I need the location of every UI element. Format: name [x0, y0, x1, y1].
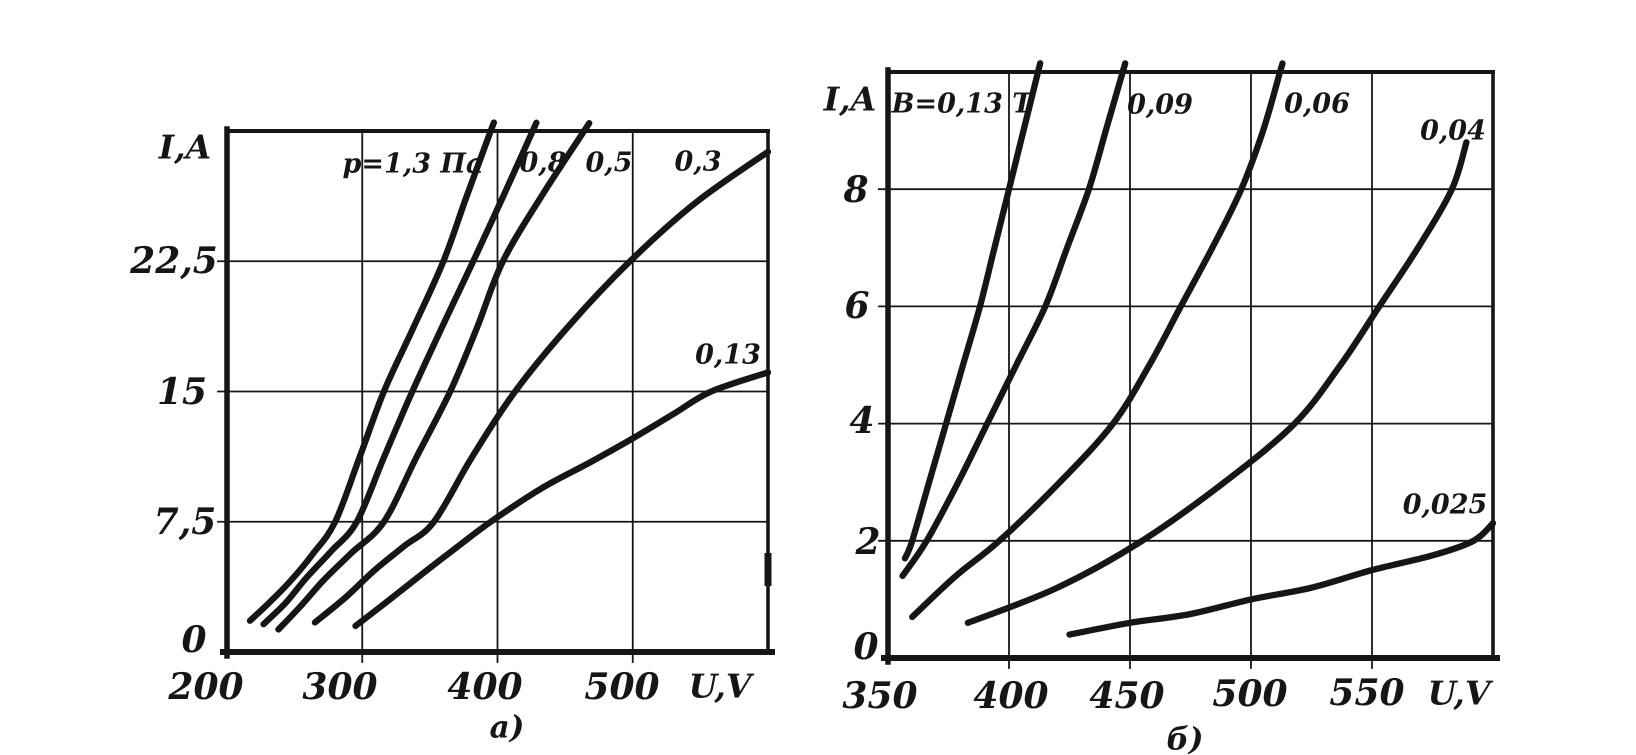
- chart-b-y-axis-title: I,A: [823, 79, 877, 119]
- chart-a-y-tick-7-5: 7,5: [153, 501, 217, 543]
- chart-a-curve-label-p-1-3: p=1,3 Па: [342, 148, 484, 180]
- chart-b-x-tick-400: 400: [973, 675, 1049, 717]
- chart-b-y-tick-6: 6: [844, 285, 870, 327]
- chart-b-x-tick-500: 500: [1212, 673, 1288, 715]
- chart-a-curve-label-0-3: 0,3: [674, 146, 722, 178]
- chart-a-x-tick-200: 200: [168, 666, 244, 708]
- chart-a-curve-label-0-13: 0,13: [695, 339, 761, 371]
- chart-b-x-axis-title: U,V: [1427, 673, 1491, 713]
- chart-a-y-tick-15: 15: [156, 371, 208, 413]
- chart-a-x-tick-300: 300: [302, 666, 378, 708]
- chart-a-y-tick-22-5: 22,5: [130, 240, 218, 282]
- chart-a-y-tick-0: 0: [181, 619, 207, 661]
- chart-a-x-tick-500: 500: [584, 666, 660, 708]
- chart-b-curve-label-0-09: 0,09: [1127, 89, 1193, 121]
- chart-b-canvas: [878, 60, 1500, 669]
- chart-b-x-tick-550: 550: [1329, 672, 1405, 714]
- chart-a-x-tick-400: 400: [447, 666, 523, 708]
- chart-a-curve-label-0-5: 0,5: [585, 147, 633, 179]
- chart-b-curve-label-b-0-13: B=0,13 T: [891, 88, 1033, 120]
- chart-b-x-tick-350: 350: [842, 675, 918, 717]
- chart-b-y-tick-8: 8: [843, 169, 869, 211]
- chart-b-x-tick-450: 450: [1089, 675, 1165, 717]
- chart-a-caption: а): [489, 709, 525, 746]
- chart-b-curve-label-0-06: 0,06: [1284, 88, 1350, 120]
- chart-a-canvas: [217, 119, 775, 663]
- chart-b-caption: б): [1166, 721, 1204, 755]
- chart-b-y-tick-2: 2: [855, 521, 881, 563]
- chart-a-curve-label-0-8: 0,8: [519, 147, 567, 179]
- chart-a-y-axis-title: I,A: [158, 127, 212, 167]
- chart-b-y-tick-4: 4: [849, 400, 875, 442]
- chart-b-curve-label-0-025: 0,025: [1402, 489, 1488, 521]
- chart-b-y-tick-0: 0: [853, 626, 879, 668]
- chart-b-curve-label-0-04: 0,04: [1420, 115, 1486, 147]
- chart-a-x-axis-title: U,V: [688, 666, 752, 706]
